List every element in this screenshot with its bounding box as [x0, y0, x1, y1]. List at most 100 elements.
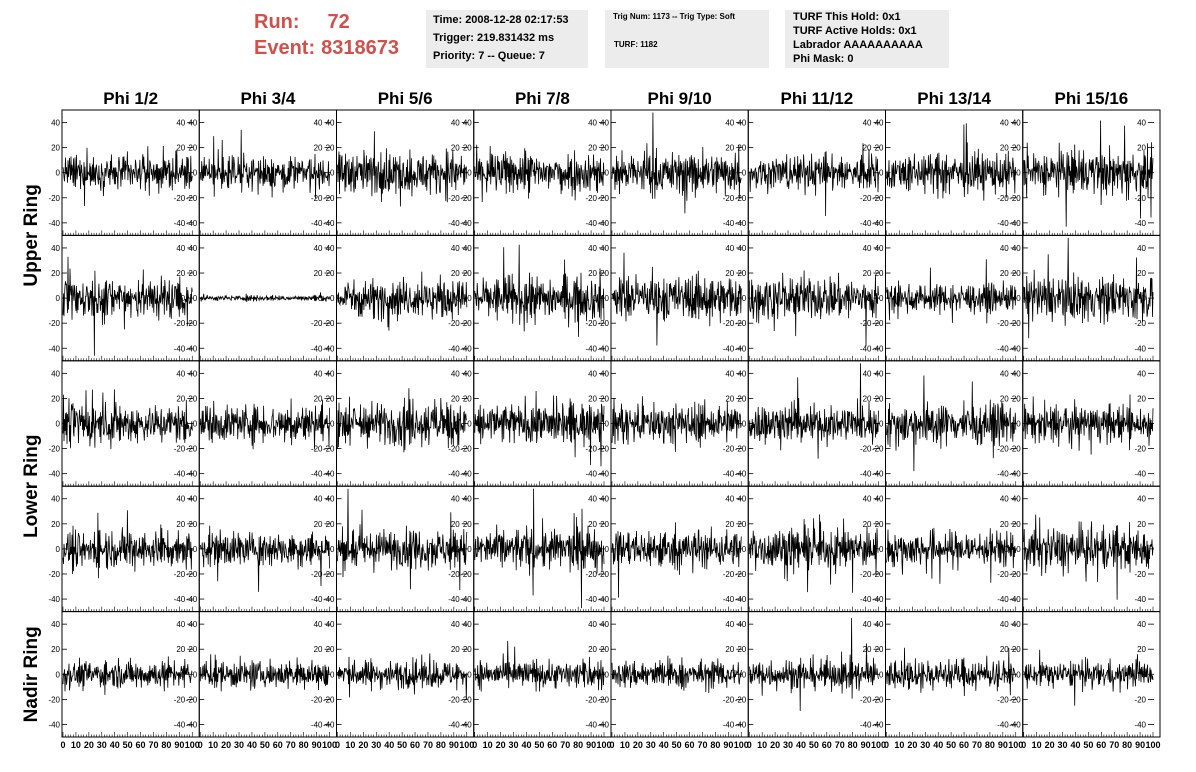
turf-this-hold: TURF This Hold: 0x1	[793, 11, 901, 23]
y-tick-label: 40	[725, 119, 734, 128]
y-tick-label: -20	[311, 194, 323, 203]
y-tick-label: -20	[585, 319, 597, 328]
y-tick-label: -40	[1009, 344, 1021, 353]
y-tick-label: 20	[863, 144, 872, 153]
y-tick-label: 20	[737, 269, 746, 278]
x-tick-label: 70	[835, 740, 845, 750]
y-tick-label: 40	[314, 119, 323, 128]
x-tick-label: 10	[620, 740, 630, 750]
y-tick-label: 0	[181, 294, 186, 303]
waveform-trace-r5-c1	[62, 656, 193, 695]
y-tick-label: -20	[597, 570, 609, 579]
y-tick-label: -20	[48, 695, 60, 704]
waveform-trace-r3-c5	[611, 396, 742, 452]
x-tick-label: 50	[260, 740, 270, 750]
y-tick-label: 0	[742, 169, 747, 178]
y-tick-label: 40	[1137, 369, 1146, 378]
y-tick-label: 20	[1000, 520, 1009, 529]
y-tick-label: -40	[872, 344, 884, 353]
y-tick-label: 20	[451, 520, 460, 529]
y-tick-label: 40	[1137, 244, 1146, 253]
y-tick-label: 40	[451, 119, 460, 128]
y-tick-label: -20	[186, 695, 198, 704]
y-tick-label: -20	[186, 319, 198, 328]
y-tick-label: -20	[860, 194, 872, 203]
y-tick-label: -20	[597, 445, 609, 454]
y-tick-label: 0	[318, 294, 323, 303]
y-tick-label: 0	[56, 294, 61, 303]
y-tick-label: -40	[174, 470, 186, 479]
y-tick-label: -20	[311, 319, 323, 328]
y-tick-label: -20	[597, 695, 609, 704]
x-tick-label: 90	[174, 740, 184, 750]
x-tick-label: 40	[110, 740, 120, 750]
x-tick-label: 70	[148, 740, 158, 750]
y-tick-label: -20	[1009, 570, 1021, 579]
y-tick-label: -40	[323, 219, 335, 228]
y-tick-label: 0	[742, 545, 747, 554]
x-tick-label: 70	[972, 740, 982, 750]
y-tick-label: 20	[314, 269, 323, 278]
y-tick-label: 40	[1000, 369, 1009, 378]
y-tick-label: -20	[1009, 445, 1021, 454]
y-tick-label: 20	[314, 394, 323, 403]
y-tick-label: 20	[725, 144, 734, 153]
x-tick-label: 20	[358, 740, 368, 750]
phi-mask-line: Phi Mask: 0	[793, 53, 854, 65]
y-tick-label: 20	[451, 394, 460, 403]
y-tick-label: -20	[585, 445, 597, 454]
y-tick-label: -20	[997, 695, 1009, 704]
y-tick-label: 20	[1000, 645, 1009, 654]
y-tick-label: -20	[872, 695, 884, 704]
y-tick-label: -40	[872, 219, 884, 228]
y-tick-label: -20	[585, 194, 597, 203]
y-tick-label: 20	[326, 394, 335, 403]
y-tick-label: 20	[1000, 394, 1009, 403]
x-tick-label: 70	[1109, 740, 1119, 750]
y-tick-label: 20	[875, 144, 884, 153]
y-tick-label: 0	[193, 420, 198, 429]
y-tick-label: -40	[1134, 219, 1146, 228]
x-tick-label: 70	[286, 740, 296, 750]
y-tick-label: -20	[448, 319, 460, 328]
y-tick-label: -40	[186, 219, 198, 228]
y-tick-label: -20	[585, 695, 597, 704]
y-tick-label: 0	[605, 294, 610, 303]
y-tick-label: 20	[463, 144, 472, 153]
x-tick-label: 0	[198, 740, 203, 750]
x-tick-label: 20	[84, 740, 94, 750]
y-tick-label: 20	[737, 394, 746, 403]
y-tick-label: -40	[448, 219, 460, 228]
x-tick-label: 0	[60, 740, 65, 750]
y-tick-label: -20	[597, 194, 609, 203]
y-tick-label: 40	[176, 495, 185, 504]
y-tick-label: 40	[875, 244, 884, 253]
waveform-trace-r2-c4	[474, 244, 605, 337]
waveform-trace-r1-c7	[886, 123, 1017, 201]
x-tick-label: 70	[423, 740, 433, 750]
y-tick-label: -20	[723, 570, 735, 579]
y-tick-label: 40	[51, 369, 60, 378]
y-tick-label: 40	[326, 369, 335, 378]
y-tick-label: -40	[460, 219, 472, 228]
y-tick-label: 0	[879, 420, 884, 429]
y-tick-label: -20	[723, 319, 735, 328]
waveform-trace-r1-c3	[337, 131, 468, 207]
y-tick-label: -20	[872, 445, 884, 454]
y-tick-label: -40	[174, 595, 186, 604]
y-tick-label: -20	[323, 695, 335, 704]
y-tick-label: -40	[597, 344, 609, 353]
y-tick-label: 20	[463, 520, 472, 529]
x-tick-label: 50	[397, 740, 407, 750]
y-tick-label: 20	[463, 269, 472, 278]
x-tick-label: 10	[208, 740, 218, 750]
y-tick-label: -20	[997, 319, 1009, 328]
y-tick-label: -20	[311, 445, 323, 454]
column-label-3: Phi 5/6	[378, 89, 433, 108]
x-tick-label: 60	[822, 740, 832, 750]
waveform-trace-r4-c3	[337, 488, 468, 591]
y-tick-label: -40	[585, 595, 597, 604]
y-tick-label: -20	[735, 695, 747, 704]
x-tick-label: 10	[1032, 740, 1042, 750]
x-tick-label: 100	[459, 740, 474, 750]
